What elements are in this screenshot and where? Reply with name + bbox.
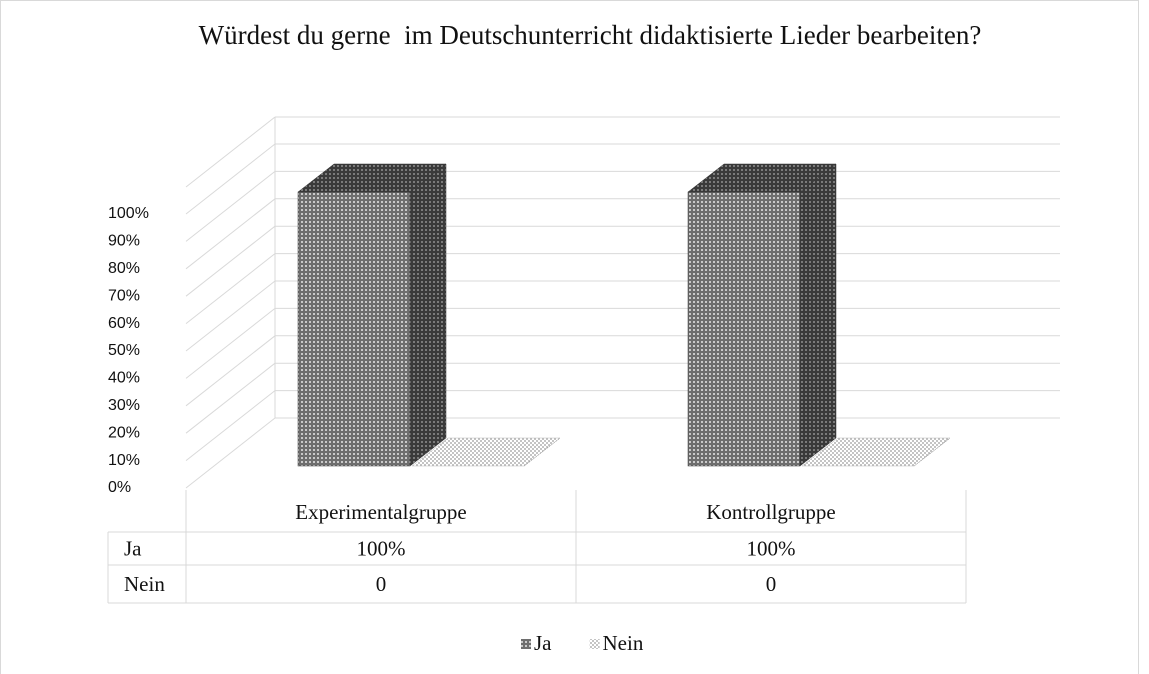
grid-line <box>185 253 276 324</box>
y-tick-label: 90% <box>108 233 140 250</box>
legend-swatch <box>589 639 600 649</box>
y-tick-label: 70% <box>108 287 140 304</box>
data-label: 0 <box>376 572 387 596</box>
bar-top <box>297 163 447 193</box>
grid-line <box>185 198 276 270</box>
y-tick-label: 20% <box>108 424 140 441</box>
grid-line <box>185 171 276 242</box>
y-tick-label: 0% <box>108 479 131 496</box>
grid-line <box>185 143 276 215</box>
grid-line <box>185 362 276 434</box>
grid-line <box>185 390 276 461</box>
grid-line <box>185 225 276 297</box>
grid-line <box>185 417 276 489</box>
y-tick-label: 40% <box>108 370 140 387</box>
table-row-label: Nein <box>124 572 165 596</box>
y-tick-label: 60% <box>108 315 140 332</box>
chart-title: Würdest du gerne im Deutschunterricht di… <box>198 20 982 50</box>
data-label: 0 <box>766 572 777 596</box>
bar-top <box>801 437 951 467</box>
bar-top <box>687 163 837 193</box>
x-tick-label: Kontrollgruppe <box>706 500 835 524</box>
table-row-label: Ja <box>124 536 142 560</box>
grid-line <box>185 335 276 407</box>
y-tick-label: 50% <box>108 342 140 359</box>
grid-line <box>185 280 276 352</box>
y-tick-label: 10% <box>108 452 140 469</box>
bar-top <box>411 437 561 467</box>
bar-side <box>409 163 447 467</box>
y-tick-label: 30% <box>108 397 140 414</box>
bar <box>687 191 801 467</box>
grid-line <box>185 308 276 379</box>
y-tick-label: 80% <box>108 260 140 277</box>
bar-side <box>799 163 837 467</box>
data-label: 100% <box>357 536 406 560</box>
legend-label: Ja <box>534 631 552 655</box>
x-tick-label: Experimentalgruppe <box>295 500 466 524</box>
wall-edge <box>185 116 276 188</box>
legend-swatch <box>521 639 531 649</box>
legend-label: Nein <box>603 631 644 655</box>
y-tick-label: 100% <box>108 205 149 222</box>
data-label: 100% <box>747 536 796 560</box>
bar <box>297 191 411 467</box>
